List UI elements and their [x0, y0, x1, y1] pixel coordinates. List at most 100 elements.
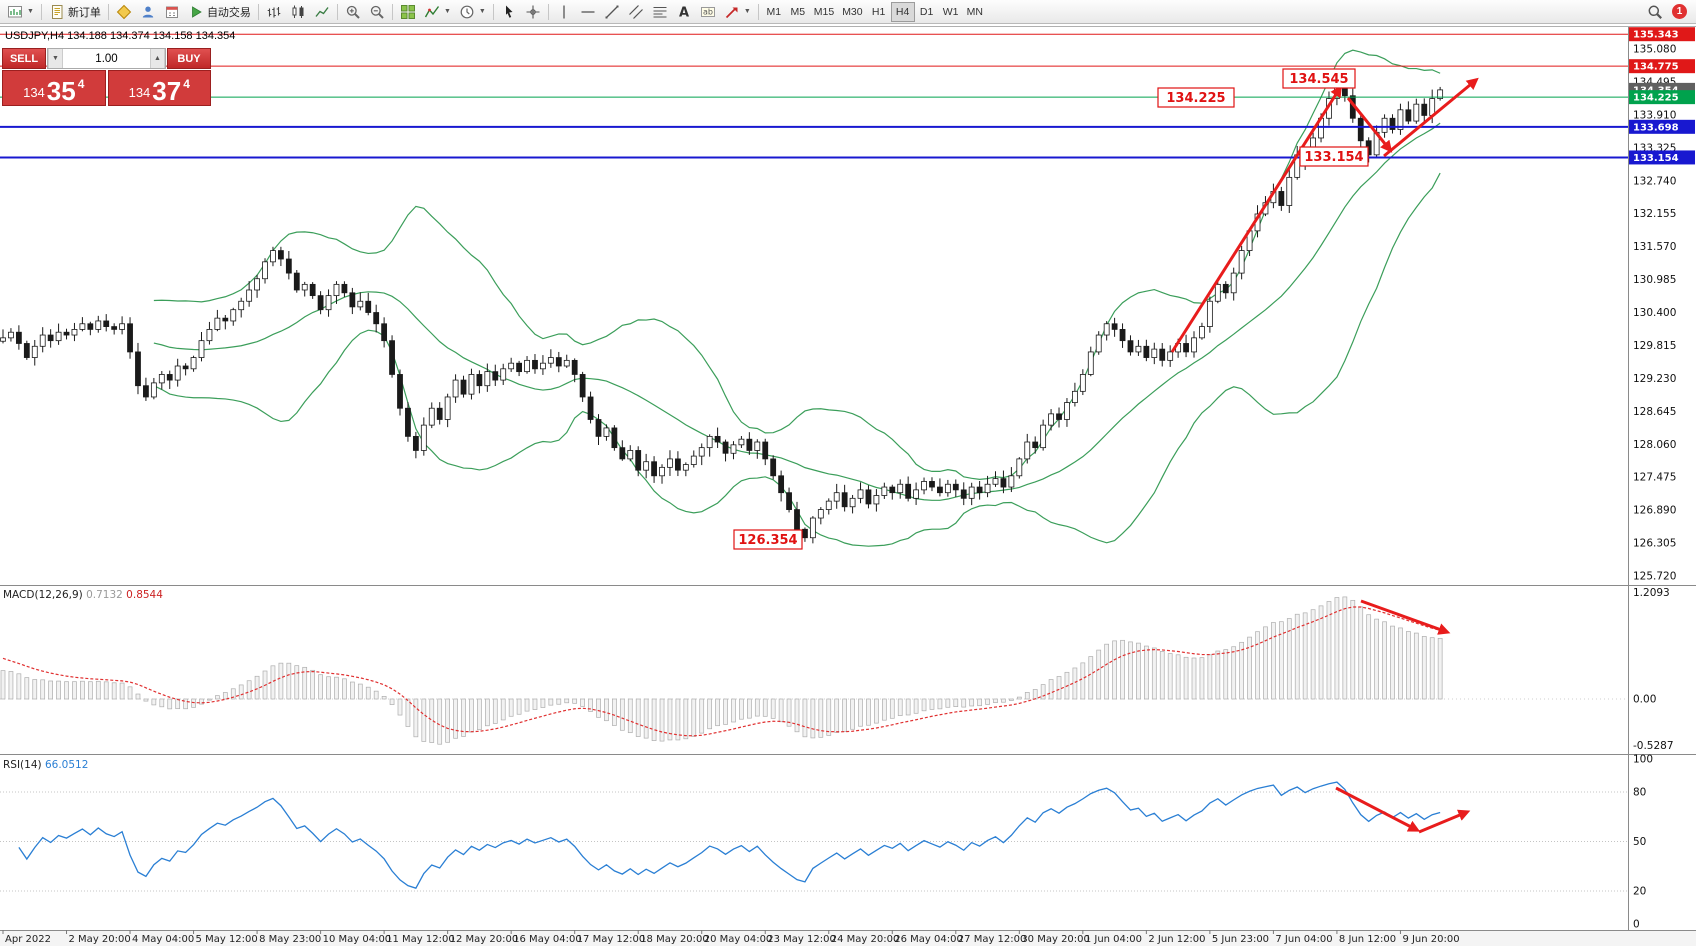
- volume-decrease-button[interactable]: ▼: [48, 49, 63, 68]
- toolbar-group-5: ▼ ▼: [396, 2, 490, 22]
- price-annotation-126.354[interactable]: 126.354: [733, 529, 803, 550]
- buy-price-button[interactable]: 134 37 4: [107, 70, 211, 106]
- arrow-objects-button[interactable]: ▼: [720, 2, 755, 22]
- text-label-button[interactable]: ab: [696, 2, 720, 22]
- zoom-in-button[interactable]: [341, 2, 365, 22]
- notification-badge[interactable]: 1: [1672, 4, 1687, 19]
- timeframes-menu-button[interactable]: ▼: [455, 2, 490, 22]
- price-axis-label: 132.740: [1633, 175, 1676, 187]
- crosshair-button[interactable]: [521, 2, 545, 22]
- indicators-icon: [424, 5, 440, 17]
- fibo-icon: [653, 6, 667, 17]
- time-axis[interactable]: [0, 931, 1696, 946]
- rsi-axis-label: 50: [1633, 836, 1646, 848]
- toolbar-group-2: 自动交易: [112, 2, 255, 22]
- timeframe-mn-button[interactable]: MN: [963, 2, 987, 22]
- macd-axis-label: 0.00: [1633, 694, 1656, 706]
- new-order-label: 新订单: [67, 6, 101, 19]
- price-annotation-134.545[interactable]: 134.545: [1282, 68, 1356, 89]
- zoom-out-button[interactable]: [365, 2, 389, 22]
- person-icon: [142, 6, 154, 17]
- buy-price-pips: 37: [152, 75, 182, 106]
- time-axis-label: 16 May 04:00: [513, 934, 582, 945]
- time-axis-label: 20 May 04:00: [704, 934, 773, 945]
- volume-input[interactable]: [63, 49, 150, 68]
- trendline-button[interactable]: [600, 2, 624, 22]
- timeframe-group: M1 M5 M15 M30 H1 H4 D1 W1 MN: [762, 1, 987, 22]
- chevron-down-icon: ▼: [443, 8, 451, 15]
- time-axis-label: 2 Jun 12:00: [1148, 934, 1205, 945]
- bollinger-middle-line: [153, 122, 1441, 501]
- bar-chart-type-button[interactable]: [262, 2, 286, 22]
- timeframe-m30-button[interactable]: M30: [838, 2, 866, 22]
- svg-text:133.698: 133.698: [1633, 122, 1679, 133]
- svg-text:A: A: [679, 5, 689, 20]
- timeframe-h4-button[interactable]: H4: [890, 1, 915, 22]
- cursor-button[interactable]: [497, 2, 521, 22]
- play-icon: [192, 5, 202, 18]
- buy-price-big: 134: [128, 85, 151, 100]
- sell-button[interactable]: SELL: [2, 48, 46, 69]
- fibonacci-button[interactable]: [648, 2, 672, 22]
- time-axis-label: 12 May 20:00: [450, 934, 519, 945]
- equidistant-channel-button[interactable]: [624, 2, 648, 22]
- timeframe-w1-button[interactable]: W1: [939, 2, 963, 22]
- svg-text:ab: ab: [703, 7, 713, 16]
- time-axis-label: Apr 2022: [5, 934, 51, 945]
- text-button[interactable]: A: [672, 2, 696, 22]
- new-order-button[interactable]: 新订单: [45, 2, 105, 22]
- channel-icon: [628, 4, 643, 19]
- trendline-icon: [605, 5, 619, 18]
- trend-arrow-main[interactable]: [1346, 97, 1393, 153]
- candle-chart-type-button[interactable]: [286, 2, 310, 22]
- trend-arrow-main[interactable]: [1170, 84, 1342, 353]
- chevron-down-icon: ▼: [743, 8, 751, 15]
- algo-trading-button[interactable]: 自动交易: [184, 2, 255, 22]
- buy-button[interactable]: BUY: [167, 48, 211, 69]
- price-axis-label: 129.815: [1633, 340, 1676, 352]
- toolbar-group-0: ▼: [3, 2, 38, 22]
- timeframe-m1-button[interactable]: M1: [762, 2, 786, 22]
- volume-increase-button[interactable]: ▲: [150, 49, 165, 68]
- market-button[interactable]: [112, 2, 136, 22]
- price-annotation-134.225[interactable]: 134.225: [1157, 87, 1235, 108]
- community-button[interactable]: [136, 2, 160, 22]
- trend-arrow-macd[interactable]: [1360, 599, 1451, 635]
- trend-arrow-rsi[interactable]: [1418, 809, 1471, 834]
- search-button[interactable]: [1643, 2, 1667, 22]
- toolbar-separator: [757, 3, 759, 20]
- economic-calendar-button[interactable]: [160, 2, 184, 22]
- price-annotation-133.154[interactable]: 133.154: [1299, 146, 1369, 167]
- sell-price-big: 134: [23, 85, 45, 100]
- timeframe-h1-button[interactable]: H1: [867, 2, 891, 22]
- macd-histogram: [0, 596, 1443, 745]
- sell-price-button[interactable]: 134 35 4: [2, 70, 106, 106]
- macd-axis-label: 1.2093: [1633, 587, 1670, 599]
- horizontal-line-button[interactable]: [576, 2, 600, 22]
- vline-icon: [563, 5, 565, 18]
- trend-arrow-rsi[interactable]: [1335, 786, 1421, 832]
- vertical-line-button[interactable]: [552, 2, 576, 22]
- time-axis-label: 17 May 12:00: [577, 934, 646, 945]
- svg-text:135.343: 135.343: [1633, 30, 1679, 41]
- timeframe-m15-button[interactable]: M15: [810, 2, 838, 22]
- line-chart-type-button[interactable]: [310, 2, 334, 22]
- price-axis-label: 130.985: [1633, 274, 1676, 286]
- timeframe-d1-button[interactable]: D1: [915, 2, 939, 22]
- time-axis-label: 2 May 20:00: [69, 934, 131, 945]
- label-icon: ab: [700, 6, 715, 17]
- tile-windows-button[interactable]: [396, 2, 420, 22]
- rsi-pane-title: RSI(14) 66.0512: [3, 759, 88, 771]
- svg-text:134.545: 134.545: [1289, 72, 1348, 87]
- indicators-button[interactable]: ▼: [420, 2, 455, 22]
- new-chart-button[interactable]: ▼: [3, 2, 38, 22]
- toolbar-right: 1: [1643, 2, 1693, 22]
- chart-ohlc-header: USDJPY,H4 134.188 134.374 134.158 134.35…: [5, 30, 236, 42]
- toolbar-separator: [257, 3, 259, 20]
- trend-arrow-main[interactable]: [1383, 77, 1479, 158]
- timeframe-m5-button[interactable]: M5: [786, 2, 810, 22]
